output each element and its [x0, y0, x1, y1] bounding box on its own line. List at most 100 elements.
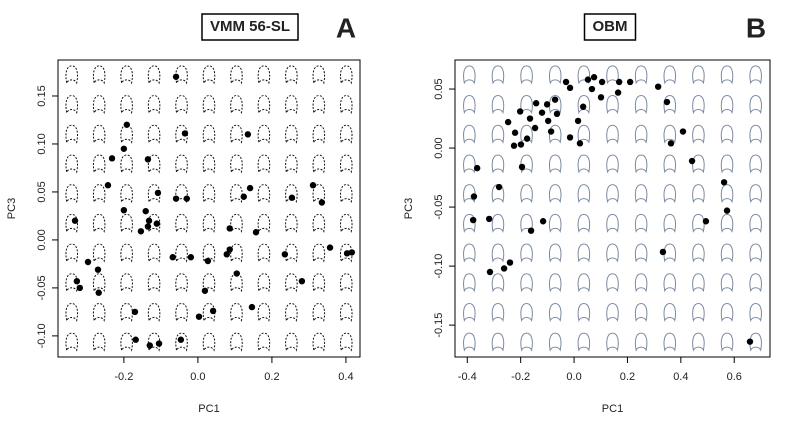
- point: [144, 156, 152, 163]
- point: [132, 336, 139, 343]
- shape-glyph: [65, 302, 78, 322]
- shape-glyph: [548, 273, 562, 293]
- y-axis-label: PC3: [403, 198, 415, 219]
- point: [626, 78, 634, 86]
- shape-glyph: [312, 273, 326, 293]
- shape-glyph: [312, 95, 326, 115]
- shape-glyph: [463, 154, 476, 174]
- shape-glyph: [285, 65, 298, 85]
- point: [688, 157, 696, 165]
- point: [177, 336, 185, 343]
- shape-glyph: [285, 273, 298, 293]
- shape-glyph: [230, 302, 243, 322]
- y-tick-label: -0.05: [36, 275, 48, 300]
- shape-glyph: [340, 154, 353, 174]
- shape-glyph: [548, 302, 562, 322]
- shape-glyph: [491, 213, 505, 233]
- shape-glyph: [463, 65, 476, 85]
- y-tick-label: 0.10: [36, 133, 48, 154]
- shape-glyph: [340, 124, 353, 144]
- shape-glyph: [692, 273, 705, 293]
- shape-glyph: [720, 332, 734, 352]
- shape-glyph: [312, 154, 326, 174]
- shape-glyph: [463, 243, 476, 263]
- shape-glyph: [257, 213, 271, 233]
- shape-glyph: [312, 184, 326, 204]
- point: [584, 76, 592, 83]
- shape-glyph: [663, 273, 677, 293]
- point: [526, 115, 534, 122]
- shape-glyph: [749, 213, 762, 233]
- shape-glyph: [175, 65, 188, 85]
- shape-glyph: [520, 65, 533, 85]
- shape-glyph: [663, 213, 677, 233]
- shape-glyph: [147, 95, 161, 115]
- x-tick-label: 0.2: [620, 371, 635, 383]
- shape-glyph: [692, 302, 705, 322]
- shape-glyph: [463, 95, 476, 115]
- shape-glyph: [663, 332, 677, 352]
- shape-glyph: [285, 332, 298, 352]
- shape-glyph: [663, 184, 677, 204]
- shape-glyph: [634, 243, 648, 263]
- shape-glyph: [340, 213, 353, 233]
- shape-glyph: [202, 65, 216, 85]
- shape-glyph: [463, 273, 476, 293]
- x-tick-label: 0.4: [338, 371, 353, 383]
- y-tick-label: -0.05: [433, 195, 445, 220]
- x-tick-label: 0.6: [727, 371, 742, 383]
- shape-glyph: [577, 243, 591, 263]
- plot-frame: [454, 59, 771, 358]
- shape-glyph: [577, 154, 591, 174]
- point: [562, 78, 570, 86]
- shape-glyph: [120, 124, 133, 144]
- shape-glyph: [120, 95, 133, 115]
- point: [248, 303, 256, 311]
- panel-title: OBM: [593, 18, 628, 35]
- title-box: [583, 13, 637, 41]
- shape-glyph: [663, 154, 677, 174]
- shape-glyph: [463, 332, 476, 352]
- shape-glyph: [520, 154, 533, 174]
- x-tick-label: 0.2: [264, 371, 279, 383]
- shape-glyph: [147, 65, 161, 85]
- shape-glyph: [120, 273, 133, 293]
- point: [169, 254, 176, 261]
- point: [187, 254, 195, 261]
- point: [723, 207, 731, 214]
- shape-glyph: [606, 213, 619, 233]
- shape-glyph: [340, 184, 353, 204]
- point: [531, 124, 539, 132]
- point: [598, 78, 606, 86]
- point: [252, 229, 260, 236]
- shape-glyph: [548, 154, 562, 174]
- y-tick-label: -0.10: [433, 254, 445, 279]
- point: [144, 223, 152, 230]
- point: [244, 131, 252, 138]
- point: [94, 266, 102, 273]
- shape-glyph: [577, 302, 591, 322]
- shape-glyph: [120, 154, 133, 174]
- shape-glyph: [520, 243, 533, 263]
- x-tick-label: 0.0: [566, 371, 581, 383]
- shape-glyph: [749, 273, 762, 293]
- shape-glyph: [230, 154, 243, 174]
- point: [469, 216, 477, 224]
- shape-glyph: [634, 213, 648, 233]
- shape-glyph: [230, 332, 243, 352]
- point: [495, 183, 503, 191]
- shape-glyph: [491, 65, 505, 85]
- shape-glyph: [692, 184, 705, 204]
- shape-glyph: [548, 184, 562, 204]
- shape-glyph: [147, 332, 161, 352]
- point: [120, 145, 128, 152]
- shape-glyph: [120, 243, 133, 263]
- point: [298, 277, 306, 285]
- shape-glyph: [577, 273, 591, 293]
- point: [288, 194, 296, 201]
- shape-glyph: [577, 213, 591, 233]
- point: [95, 289, 102, 296]
- point: [309, 182, 317, 189]
- shape-glyph: [175, 213, 188, 233]
- shape-glyph: [312, 65, 326, 85]
